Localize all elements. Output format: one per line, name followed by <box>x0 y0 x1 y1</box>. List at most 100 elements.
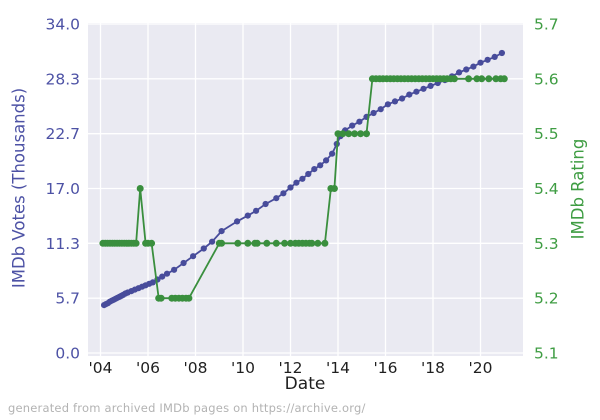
right-axis-tick: 5.3 <box>534 235 559 253</box>
votes-point <box>470 63 477 70</box>
votes-point <box>273 195 280 202</box>
rating-point <box>334 130 342 138</box>
rating-point <box>345 130 353 138</box>
rating-point <box>473 75 481 83</box>
votes-point <box>244 212 251 219</box>
votes-point <box>377 106 384 113</box>
votes-point <box>287 184 294 191</box>
x-axis-tick: '04 <box>89 359 113 377</box>
rating-point <box>157 294 165 302</box>
votes-point <box>420 85 427 92</box>
left-axis-tick: 22.7 <box>45 125 80 143</box>
rating-point <box>339 130 347 138</box>
left-axis-tick: 0.0 <box>55 345 80 363</box>
left-axis-tick: 17.0 <box>45 180 80 198</box>
rating-point <box>321 239 329 247</box>
rating-point <box>281 239 289 247</box>
left-axis-tick: 5.7 <box>55 290 80 308</box>
votes-point <box>399 95 406 102</box>
rating-point <box>185 294 193 302</box>
x-axis-title: Date <box>284 374 326 394</box>
left-axis-tick: 28.3 <box>45 70 80 88</box>
x-axis-tick: '06 <box>136 359 160 377</box>
x-axis-tick: '16 <box>374 359 398 377</box>
rating-point <box>465 75 473 83</box>
left-axis-tick: 11.3 <box>45 235 80 253</box>
votes-point <box>498 49 505 57</box>
rating-point <box>478 75 486 83</box>
rating-point <box>363 130 370 138</box>
right-axis-title: IMDb Rating <box>568 138 588 240</box>
votes-point <box>163 270 171 277</box>
rating-point <box>492 75 500 83</box>
rating-point <box>314 239 322 247</box>
votes-point <box>305 170 312 178</box>
votes-point <box>477 59 484 66</box>
votes-point <box>253 207 260 214</box>
x-axis-tick: '14 <box>326 359 350 377</box>
rating-point <box>485 75 493 83</box>
votes-point <box>299 175 306 182</box>
x-axis-tick: '20 <box>469 359 493 377</box>
right-axis-tick: 5.1 <box>534 345 559 363</box>
rating-point <box>287 239 294 247</box>
left-axis-tick: 34.0 <box>45 16 80 34</box>
votes-point <box>427 82 434 89</box>
votes-point <box>323 157 330 164</box>
votes-point <box>356 118 363 125</box>
right-axis-tick: 5.4 <box>534 180 559 198</box>
right-axis-tick: 5.5 <box>534 125 559 143</box>
votes-point <box>180 259 187 267</box>
votes-point <box>329 150 336 157</box>
rating-point <box>234 239 242 247</box>
x-axis-tick: '18 <box>421 359 445 377</box>
votes-point <box>317 162 324 169</box>
rating-point <box>500 75 508 83</box>
rating-point <box>357 130 365 138</box>
votes-point <box>384 101 391 108</box>
votes-point <box>280 190 287 197</box>
rating-point <box>330 185 338 192</box>
votes-point <box>262 200 269 208</box>
votes-point <box>209 238 216 245</box>
rating-point <box>148 239 156 247</box>
right-axis-tick: 5.7 <box>534 16 559 34</box>
rating-point <box>244 239 252 247</box>
votes-point <box>491 53 498 61</box>
votes-point <box>293 179 300 186</box>
votes-point <box>149 279 156 286</box>
votes-point <box>234 218 241 225</box>
votes-point <box>190 253 197 260</box>
x-axis-tick: '10 <box>231 359 255 377</box>
votes-point <box>391 98 399 105</box>
rating-point <box>136 185 144 192</box>
votes-point <box>311 166 318 173</box>
rating-point <box>272 239 280 247</box>
source-caption: generated from archived IMDb pages on ht… <box>8 401 366 415</box>
rating-point <box>308 239 316 247</box>
votes-point <box>171 266 178 273</box>
votes-point <box>349 122 356 129</box>
rating-point <box>351 130 359 138</box>
votes-point <box>406 91 413 98</box>
right-axis-tick: 5.2 <box>534 290 559 308</box>
votes-point <box>463 66 470 73</box>
x-axis-tick: '12 <box>279 359 303 377</box>
votes-point <box>218 228 225 235</box>
rating-point <box>450 75 458 83</box>
rating-point <box>218 239 226 247</box>
left-axis-title: IMDb Votes (Thousands) <box>9 87 29 289</box>
votes-point <box>370 109 377 117</box>
votes-point <box>484 56 491 63</box>
votes-point <box>413 88 420 95</box>
votes-point <box>456 69 463 76</box>
x-axis-tick: '08 <box>184 359 208 377</box>
votes-point <box>159 273 166 280</box>
rating-point <box>263 239 271 247</box>
rating-point <box>132 239 140 247</box>
votes-point <box>200 245 207 252</box>
right-axis-tick: 5.6 <box>534 70 559 88</box>
rating-point <box>253 239 261 247</box>
